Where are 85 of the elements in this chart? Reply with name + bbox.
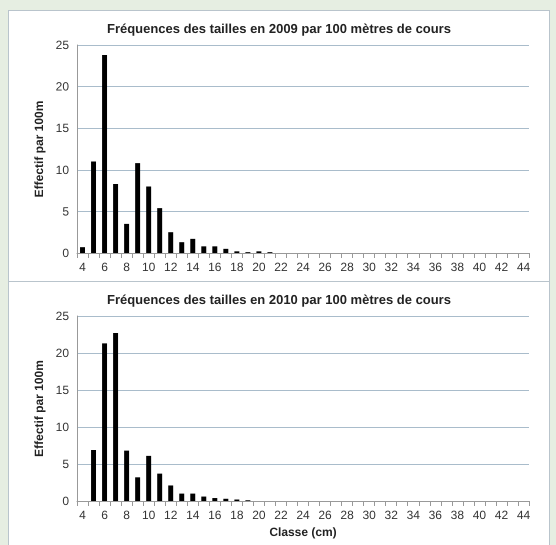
bar <box>102 343 108 501</box>
x-tick-label: 42 <box>494 508 508 522</box>
bar <box>212 246 218 253</box>
x-tick-label: 26 <box>318 508 332 522</box>
x-tick-label: 24 <box>296 260 310 274</box>
y-tick-label: 10 <box>56 420 70 434</box>
bar <box>146 456 152 501</box>
x-tick-label: 40 <box>472 260 486 274</box>
x-tick-label: 20 <box>252 260 266 274</box>
bar <box>80 247 85 253</box>
x-tick-label: 36 <box>428 260 442 274</box>
x-tick-label: 26 <box>318 260 332 274</box>
x-tick-label: 34 <box>406 260 420 274</box>
x-tick-label: 28 <box>340 260 354 274</box>
x-tick-label: 10 <box>142 260 156 274</box>
x-tick-label: 14 <box>186 260 200 274</box>
x-tick-label: 38 <box>450 508 464 522</box>
bar <box>102 54 108 253</box>
y-tick-label: 10 <box>56 162 70 177</box>
y-tick-label: 15 <box>56 383 70 397</box>
bar <box>223 248 228 253</box>
x-tick-label: 16 <box>208 508 222 522</box>
y-tick-label: 5 <box>62 204 70 218</box>
chart-title: Fréquences des tailles en 2010 par 100 mètres de cours <box>107 292 451 307</box>
x-tick-label: 40 <box>472 508 486 522</box>
x-tick-label: 18 <box>230 260 244 274</box>
x-tick-label: 4 <box>79 260 86 274</box>
x-tick-label: 36 <box>428 508 442 522</box>
x-tick-label: 32 <box>384 260 398 274</box>
x-tick-label: 6 <box>101 508 108 522</box>
bar <box>157 208 162 253</box>
y-tick-label: 15 <box>56 121 70 136</box>
y-tick-label: 20 <box>56 346 70 360</box>
x-tick-label: 22 <box>274 260 288 274</box>
x-tick-label: 30 <box>362 260 376 274</box>
x-tick-label: 12 <box>164 260 178 274</box>
bar <box>201 496 206 501</box>
y-tick-label: 0 <box>62 494 70 508</box>
y-tick-label: 25 <box>56 309 70 323</box>
bar <box>179 242 184 253</box>
bar <box>201 246 206 253</box>
bar <box>190 238 196 253</box>
x-tick-label: 42 <box>494 260 508 274</box>
x-tick-label: 6 <box>101 260 108 274</box>
bar <box>91 450 96 501</box>
x-tick-label: 24 <box>296 508 310 522</box>
bar <box>124 224 130 253</box>
y-tick-label: 0 <box>62 246 70 260</box>
x-tick-label: 8 <box>123 260 130 274</box>
bar <box>190 494 196 501</box>
chart-title: Fréquences des tailles en 2009 par 100 mètres de cours <box>107 21 451 36</box>
y-axis-title: Effectif par 100m <box>32 100 46 198</box>
x-tick-label: 18 <box>230 508 244 522</box>
bar <box>146 186 152 253</box>
x-tick-label: 10 <box>142 508 156 522</box>
x-tick-label: 30 <box>362 508 376 522</box>
bar <box>168 232 174 253</box>
bar <box>113 333 118 501</box>
bar <box>135 477 140 501</box>
x-tick-label: 20 <box>252 508 266 522</box>
y-tick-label: 5 <box>62 457 70 471</box>
x-tick-label: 32 <box>384 508 398 522</box>
x-tick-label: 28 <box>340 508 354 522</box>
x-tick-label: 4 <box>79 508 86 522</box>
x-tick-label: 44 <box>516 260 530 274</box>
x-tick-label: 22 <box>274 508 288 522</box>
bar <box>135 163 140 253</box>
bar <box>168 485 174 501</box>
bar <box>179 494 184 501</box>
y-axis-title: Effectif par 100m <box>32 360 46 457</box>
bar <box>91 161 96 253</box>
x-tick-label: 8 <box>123 508 130 522</box>
bar <box>124 450 130 501</box>
x-tick-label: 38 <box>450 260 464 274</box>
x-axis-title: Classe (cm) <box>269 524 337 539</box>
y-tick-label: 20 <box>56 80 70 94</box>
y-tick-label: 25 <box>56 38 70 52</box>
x-tick-label: 34 <box>406 508 420 522</box>
x-tick-label: 12 <box>164 508 178 522</box>
bar <box>157 474 162 501</box>
x-tick-label: 44 <box>516 508 530 522</box>
x-tick-label: 14 <box>186 508 200 522</box>
bar <box>212 498 218 501</box>
bar <box>113 184 118 253</box>
x-tick-label: 16 <box>208 260 222 274</box>
